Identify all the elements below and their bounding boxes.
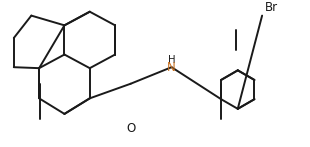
Text: Br: Br xyxy=(265,1,278,14)
Text: O: O xyxy=(126,122,135,135)
Text: H: H xyxy=(168,55,175,65)
Text: N: N xyxy=(167,61,176,74)
